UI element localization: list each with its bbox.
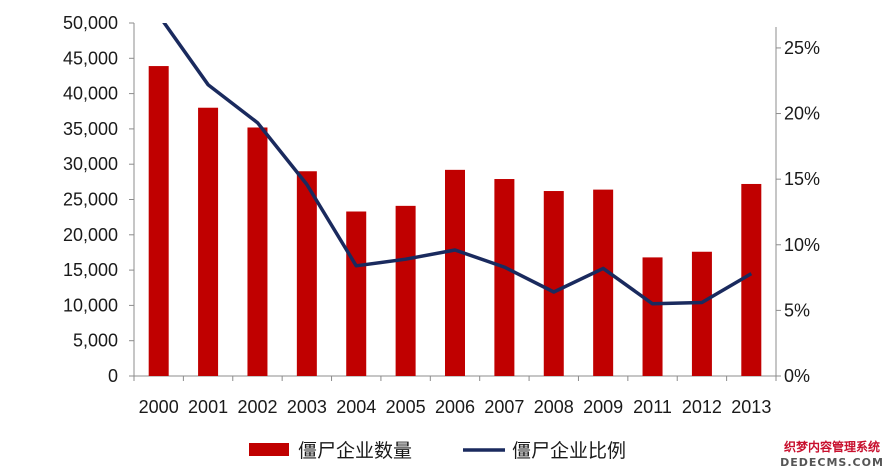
right-tick-label: 25% xyxy=(784,38,820,58)
legend-swatch-bar xyxy=(249,443,289,456)
x-tick-label: 2001 xyxy=(188,397,228,417)
x-tick-label: 2007 xyxy=(484,397,524,417)
left-tick-label: 0 xyxy=(108,366,118,386)
x-tick-label: 2005 xyxy=(386,397,426,417)
x-tick-label: 2006 xyxy=(435,397,475,417)
x-tick-label: 2002 xyxy=(237,397,277,417)
x-tick-label: 2004 xyxy=(336,397,376,417)
legend: 僵尸企业数量 僵尸企业比例 xyxy=(249,440,626,462)
x-tick-label: 2013 xyxy=(731,397,771,417)
bar-series xyxy=(148,66,762,376)
watermark-line2: DEDECMS.COM xyxy=(780,456,884,469)
bar xyxy=(198,107,219,376)
left-tick-label: 40,000 xyxy=(63,84,118,104)
x-tick-label: 2012 xyxy=(682,397,722,417)
x-tick-label: 2011 xyxy=(633,397,672,417)
bar xyxy=(445,169,465,376)
bar xyxy=(346,211,367,376)
x-tick-label: 2008 xyxy=(534,397,574,417)
left-tick-label: 30,000 xyxy=(63,154,118,174)
bar xyxy=(741,183,762,376)
x-axis-tick-labels: 2000 2001 2002 2003 2004 2005 2006 2007 2008 2009… xyxy=(139,397,772,417)
right-tick-label: 15% xyxy=(784,169,820,189)
bar xyxy=(593,189,614,376)
left-axis-tick-labels: 0 5,000 10,000 15,000 20,000 25,000 30,000 35,0… xyxy=(63,13,118,386)
legend-label-line: 僵尸企业比例 xyxy=(512,440,626,462)
right-axis-tick-labels: 0% 5% 10% 15% 20% 25% xyxy=(784,38,820,386)
bar xyxy=(642,257,663,376)
bar xyxy=(395,205,416,376)
bar xyxy=(247,127,268,376)
right-tick-label: 10% xyxy=(784,235,820,255)
bar xyxy=(691,251,712,376)
bar xyxy=(543,191,564,376)
left-tick-label: 45,000 xyxy=(63,48,118,68)
right-tick-label: 20% xyxy=(784,104,820,124)
x-tick-label: 2000 xyxy=(139,397,179,417)
right-tick-label: 0% xyxy=(784,366,810,386)
left-tick-label: 15,000 xyxy=(63,260,118,280)
bar xyxy=(148,66,169,376)
bar xyxy=(296,171,317,376)
series-line xyxy=(162,23,753,306)
legend-label-bar: 僵尸企业数量 xyxy=(298,440,412,462)
bar xyxy=(494,179,515,376)
x-tick-label: 2003 xyxy=(287,397,327,417)
left-tick-label: 10,000 xyxy=(63,295,118,315)
right-tick-label: 5% xyxy=(784,300,810,320)
left-tick-label: 25,000 xyxy=(63,190,118,210)
left-tick-label: 20,000 xyxy=(63,225,118,245)
watermark-logo: 织梦内容管理系统 DEDECMS.COM xyxy=(773,440,891,470)
x-tick-label: 2009 xyxy=(583,397,623,417)
watermark-line1: 织梦内容管理系统 xyxy=(783,440,880,454)
left-tick-label: 50,000 xyxy=(63,13,118,33)
left-tick-label: 35,000 xyxy=(63,119,118,139)
line-series xyxy=(162,23,753,306)
left-tick-label: 5,000 xyxy=(73,331,118,351)
